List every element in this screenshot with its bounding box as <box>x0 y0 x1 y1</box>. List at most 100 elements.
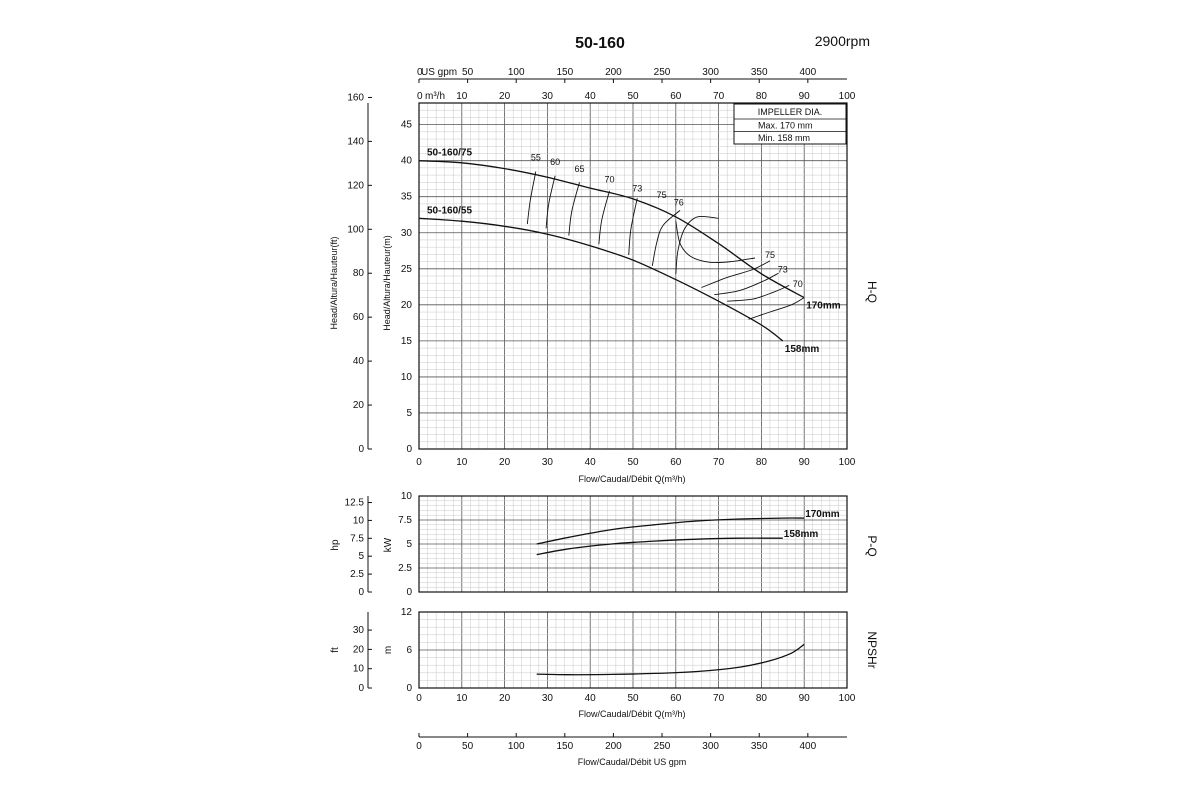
m3h-top-tick-label: 40 <box>585 91 597 102</box>
hq-x-tick-label: 40 <box>585 457 597 468</box>
efficiency-label: 70 <box>604 174 614 184</box>
gpm-bottom-tick-label: 50 <box>462 741 474 752</box>
gpm-bottom-tick-label: 250 <box>654 741 671 752</box>
gpm-bottom-tick-label: 0 <box>416 741 422 752</box>
m3h-top-tick-label: 10 <box>456 91 468 102</box>
gpm-top-tick-label: 400 <box>799 67 816 78</box>
hp-tick-label: 12.5 <box>345 498 365 509</box>
efficiency-label: 73 <box>632 184 642 194</box>
npsh-x-tick-label: 30 <box>542 693 554 704</box>
npsh-x-tick-label: 20 <box>499 693 511 704</box>
hp-tick-label: 5 <box>358 551 364 562</box>
hq-x-tick-label: 80 <box>756 457 768 468</box>
hq-x-tick-label: 50 <box>627 457 639 468</box>
efficiency-label: 75 <box>657 190 667 200</box>
npsh-m-tick-label: 12 <box>401 607 413 618</box>
efficiency-line <box>545 175 556 229</box>
npsh-x-tick-label: 80 <box>756 693 768 704</box>
hq-end-label: 170mm <box>806 301 841 312</box>
impeller-title: IMPELLER DIA. <box>758 107 823 117</box>
hq-x-tick-label: 100 <box>839 457 856 468</box>
hq-curve-170mm <box>418 160 805 299</box>
flow-label-hq: Flow/Caudal/Débit Q(m³/h) <box>578 474 685 484</box>
gpm-top-tick-label: 350 <box>751 67 768 78</box>
ft-label: ft <box>330 647 341 653</box>
plot-frame <box>418 102 848 450</box>
head-m-tick-label: 15 <box>401 336 413 347</box>
gpm-top-tick-label: 150 <box>556 67 573 78</box>
impeller-table: IMPELLER DIA. Max. 170 mm Min. 158 mm <box>733 103 847 145</box>
gpm-bottom-tick-label: 300 <box>702 741 719 752</box>
m-label: m <box>383 646 394 654</box>
efficiency-line <box>701 260 771 288</box>
head-ft-label: Head/Altura/Hauteur(ft) <box>329 236 339 329</box>
efficiency-line <box>628 198 638 256</box>
efficiency-line <box>651 210 681 266</box>
head-ft-tick-label: 40 <box>353 356 365 367</box>
head-ft-tick-label: 160 <box>347 92 364 103</box>
head-m-tick-label: 5 <box>406 408 412 419</box>
pq-end-label: 158mm <box>784 529 819 540</box>
npsh-x-tick-label: 60 <box>670 693 682 704</box>
pq-end-label: 170mm <box>805 509 840 520</box>
hq-x-tick-label: 0 <box>416 457 422 468</box>
hp-label: hp <box>330 539 341 551</box>
hq-x-tick-label: 90 <box>799 457 811 468</box>
npsh-ft-tick-label: 20 <box>353 644 365 655</box>
efficiency-label: 70 <box>793 279 803 289</box>
m3h-top-tick-label: 70 <box>713 91 725 102</box>
speed-label: 2900rpm <box>815 33 870 49</box>
hq-series-label: 50-160/55 <box>427 205 472 216</box>
gpm-top-tick-label: 200 <box>605 67 622 78</box>
hq-end-label: 158mm <box>785 344 820 355</box>
gpm-bottom-tick-label: 350 <box>751 741 768 752</box>
efficiency-label: 60 <box>550 157 560 167</box>
flow-label-npsh: Flow/Caudal/Débit Q(m³/h) <box>578 709 685 719</box>
npsh-x-tick-label: 40 <box>585 693 597 704</box>
hp-tick-label: 10 <box>353 515 365 526</box>
npsh-x-tick-label: 90 <box>799 693 811 704</box>
m3h-top-tick-label: 0 <box>417 91 423 102</box>
efficiency-label: 75 <box>765 250 775 260</box>
head-m-tick-label: 20 <box>401 300 413 311</box>
kw-tick-label: 5 <box>406 539 412 550</box>
kw-tick-label: 7.5 <box>398 515 412 526</box>
head-ft-tick-label: 80 <box>353 268 365 279</box>
plot-frame <box>418 495 848 593</box>
hq-x-tick-label: 10 <box>456 457 468 468</box>
plot-frame <box>418 611 848 689</box>
npsh-curve <box>536 643 805 676</box>
m3h-top-tick-label: 80 <box>756 91 768 102</box>
m3h-top-tick-label: 30 <box>542 91 554 102</box>
hp-tick-label: 0 <box>358 587 364 598</box>
npsh-ft-tick-label: 30 <box>353 625 365 636</box>
npsh-x-tick-label: 10 <box>456 693 468 704</box>
efficiency-label: 65 <box>574 164 584 174</box>
gpm-bottom-tick-label: 100 <box>508 741 525 752</box>
npsh-ft-tick-label: 0 <box>358 683 364 694</box>
head-m-label: Head/Altura/Hauteur(m) <box>382 235 392 331</box>
hq-side-label: H-Q <box>865 281 879 303</box>
head-ft-tick-label: 0 <box>358 444 364 455</box>
head-ft-tick-label: 100 <box>347 224 364 235</box>
efficiency-line <box>714 272 779 296</box>
gpm-top-tick-label: 0 <box>417 67 423 78</box>
pq-grid <box>418 495 848 593</box>
pq-curve-158mm <box>536 537 783 556</box>
efficiency-line <box>526 171 537 225</box>
head-m-tick-label: 0 <box>406 444 412 455</box>
npsh-x-tick-label: 0 <box>416 693 422 704</box>
head-m-tick-label: 35 <box>401 192 413 203</box>
hq-x-tick-label: 30 <box>542 457 554 468</box>
hq-x-tick-label: 70 <box>713 457 725 468</box>
head-m-tick-label: 30 <box>401 228 413 239</box>
hq-grid <box>418 102 848 450</box>
efficiency-line <box>675 215 719 274</box>
npsh-x-tick-label: 70 <box>713 693 725 704</box>
efficiency-line <box>727 284 790 302</box>
hq-series-label: 50-160/75 <box>427 148 472 159</box>
gpm-top-tick-label: 100 <box>508 67 525 78</box>
hp-tick-label: 2.5 <box>350 569 364 580</box>
impeller-min: Min. 158 mm <box>758 133 810 143</box>
